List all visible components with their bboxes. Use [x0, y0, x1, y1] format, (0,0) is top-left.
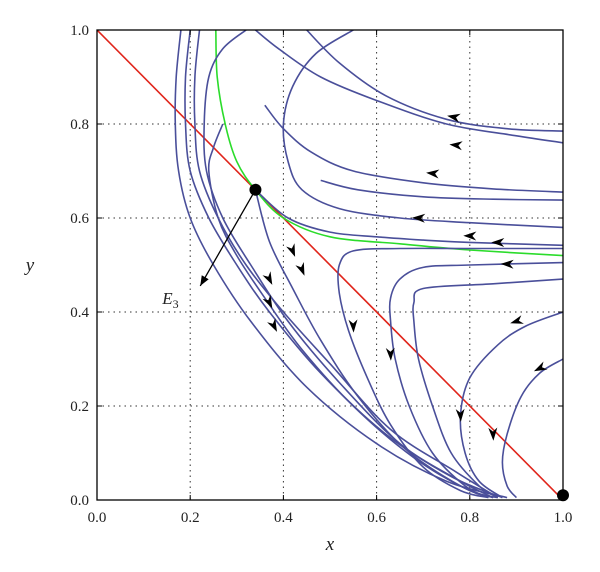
x-axis-label: x — [325, 534, 335, 555]
x-tick-label: 0.2 — [181, 510, 200, 526]
flow-arrow — [449, 141, 463, 151]
y-tick-label: 0.4 — [70, 305, 89, 321]
nullcline-green — [215, 30, 563, 257]
trajectory-16 — [412, 278, 563, 499]
trajectory-11 — [306, 30, 563, 132]
trajectory-10 — [254, 30, 563, 144]
flow-arrow — [262, 271, 273, 285]
annotation-label: E3 — [161, 289, 178, 311]
y-tick-label: 0.0 — [70, 493, 89, 509]
x-tick-label: 0.8 — [460, 510, 479, 526]
flow-arrow — [488, 427, 498, 441]
trajectories — [174, 30, 563, 499]
tick-marks — [96, 29, 564, 501]
y-tick-label: 0.2 — [70, 399, 89, 415]
annotation-leader — [199, 189, 257, 287]
trajectory-7 — [254, 189, 494, 499]
flow-arrow — [286, 243, 296, 257]
flow-arrow — [500, 259, 514, 269]
trajectory-18 — [501, 358, 563, 499]
trajectory-4 — [193, 30, 499, 499]
plot-frame — [96, 29, 564, 501]
trajectory-12 — [264, 104, 563, 193]
trajectory-8 — [254, 189, 563, 247]
flow-arrow — [295, 262, 305, 276]
flow-arrow — [412, 213, 426, 223]
flow-arrow — [510, 315, 524, 324]
flow-arrow — [491, 238, 505, 247]
flow-arrow — [348, 319, 358, 333]
flow-arrow — [426, 169, 440, 179]
annotation-arrowhead — [200, 275, 209, 286]
flow-arrow — [533, 361, 548, 372]
annotation-subscript: 3 — [173, 297, 179, 311]
trajectory-3 — [184, 30, 503, 499]
x-tick-label: 0.6 — [367, 510, 386, 526]
trajectory-14 — [337, 247, 563, 499]
trajectory-13 — [320, 179, 563, 201]
flow-arrow — [447, 113, 461, 123]
x-tick-label: 1.0 — [554, 510, 573, 526]
flow-arrow — [267, 318, 277, 332]
x-tick-label: 0.4 — [274, 510, 293, 526]
trajectory-2 — [174, 30, 508, 499]
y-axis-label: y — [24, 255, 35, 276]
flow-arrow — [455, 408, 465, 422]
trajectory-5 — [203, 30, 494, 499]
trajectory-6 — [207, 123, 498, 499]
trajectory-17 — [459, 311, 563, 499]
y-tick-label: 0.8 — [70, 117, 89, 133]
flow-arrow — [385, 347, 395, 361]
y-tick-label: 1.0 — [70, 23, 89, 39]
flow-arrow — [463, 231, 477, 241]
x-tick-label: 0.0 — [88, 510, 107, 526]
y-tick-label: 0.6 — [70, 211, 89, 227]
trajectory-15 — [388, 261, 563, 499]
flow-arrows — [262, 113, 548, 441]
trajectory-9 — [282, 30, 563, 229]
flow-arrow — [262, 294, 273, 309]
